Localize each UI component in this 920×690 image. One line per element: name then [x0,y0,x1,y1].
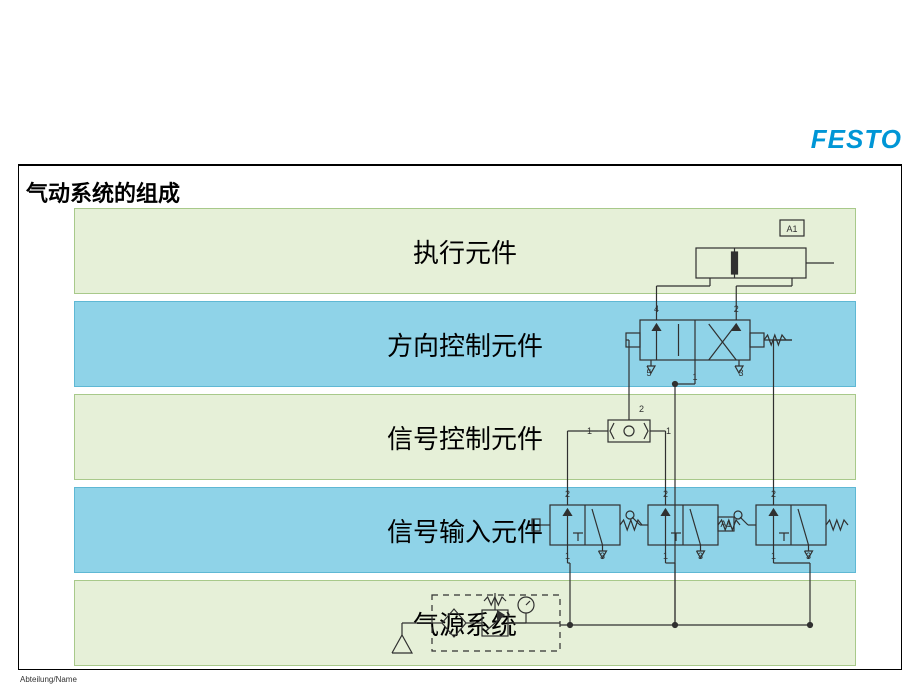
layer-label: 信号输入元件 [75,512,855,549]
layer-label: 方向控制元件 [75,326,855,363]
page-title: 气动系统的组成 [26,176,180,208]
footer-text: Abteilung/Name [20,675,77,684]
layer-band: 气源系统 [74,580,856,666]
layer-label: 信号控制元件 [75,419,855,456]
layer-band: 执行元件 [74,208,856,294]
layer-label: 气源系统 [75,605,855,642]
festo-logo: FESTO [811,124,902,155]
layer-band: 方向控制元件 [74,301,856,387]
layer-band: 信号控制元件 [74,394,856,480]
layer-label: 执行元件 [75,233,855,270]
layer-band: 信号输入元件 [74,487,856,573]
